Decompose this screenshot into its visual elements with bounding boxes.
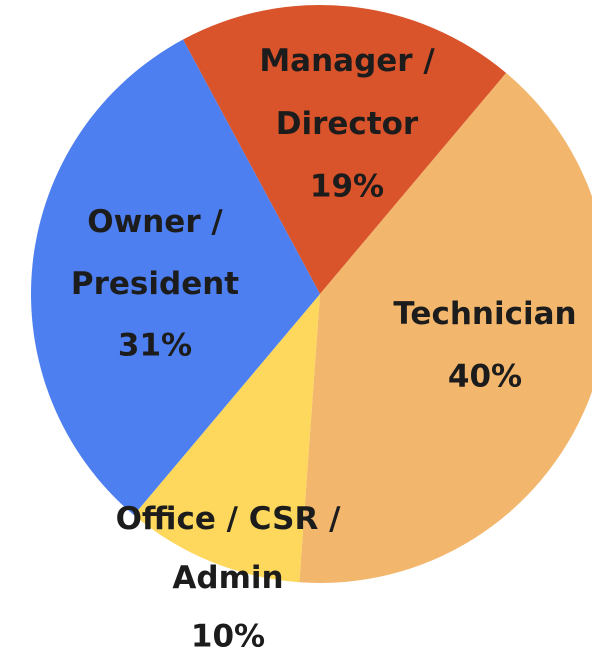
label-line: Office / CSR / <box>116 501 342 537</box>
value-label: 31% <box>118 328 192 364</box>
label-line: Manager / <box>259 43 435 79</box>
slice-label: Technician <box>393 296 576 332</box>
label-line: President <box>71 266 239 302</box>
value-label: 10% <box>191 619 265 655</box>
label-line: Owner / <box>87 204 223 240</box>
value-label: 40% <box>448 359 522 395</box>
pie-slice <box>299 72 592 583</box>
label-line: Director <box>276 106 419 142</box>
slice-label: Office / CSR / Admin <box>116 501 342 596</box>
label-line: Admin <box>172 560 283 596</box>
pie-slice <box>133 294 320 583</box>
value-label: 19% <box>310 169 384 205</box>
pie-slice <box>30 39 321 516</box>
slice-label: Owner / President <box>71 204 239 302</box>
pie-slice <box>182 5 507 295</box>
label-line: Technician <box>393 296 576 332</box>
slice-label: Manager / Director <box>259 43 435 142</box>
